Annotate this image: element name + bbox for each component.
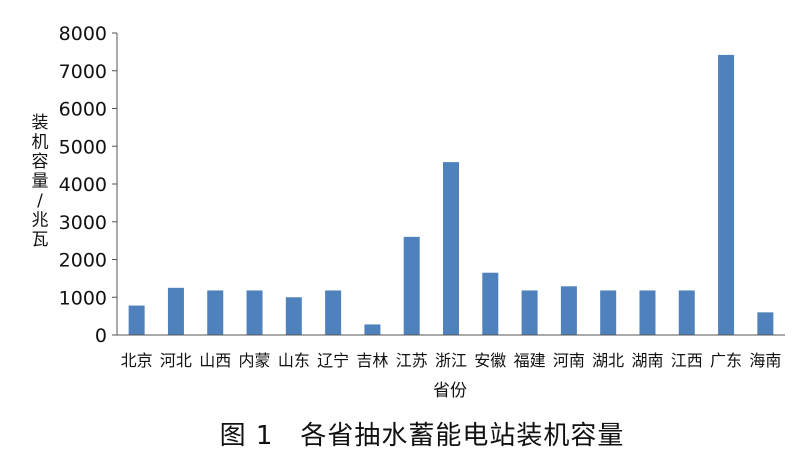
x-category-label: 安徽 bbox=[474, 351, 506, 370]
x-category-label: 广东 bbox=[710, 351, 742, 370]
bar-8 bbox=[403, 236, 420, 335]
y-tick-label: 3000 bbox=[59, 212, 107, 234]
bar-14 bbox=[639, 290, 656, 335]
y-tick-label: 5000 bbox=[59, 136, 107, 158]
bar-15 bbox=[678, 290, 695, 335]
bar-1 bbox=[128, 305, 145, 335]
x-category-label: 湖南 bbox=[631, 351, 663, 370]
x-category-label: 湖北 bbox=[592, 351, 624, 370]
y-tick-label: 2000 bbox=[59, 250, 107, 272]
x-category-label: 辽宁 bbox=[317, 351, 349, 370]
bar-11 bbox=[521, 290, 538, 335]
x-category-label: 内蒙 bbox=[239, 351, 271, 370]
y-tick-label: 7000 bbox=[59, 61, 107, 83]
bar-7 bbox=[364, 324, 381, 335]
y-tick-label: 8000 bbox=[59, 23, 107, 45]
x-category-label: 河南 bbox=[553, 351, 585, 370]
x-category-label: 江苏 bbox=[396, 351, 428, 370]
x-category-label: 海南 bbox=[749, 351, 781, 370]
bar-6 bbox=[325, 290, 342, 335]
x-category-label: 江西 bbox=[671, 351, 703, 370]
x-category-label: 福建 bbox=[514, 351, 546, 370]
x-category-label: 山西 bbox=[199, 351, 231, 370]
figure-caption: 图 1 各省抽水蓄能电站装机容量 bbox=[220, 421, 625, 451]
x-axis-labels: 北京 河北 山西 内蒙 山东 辽宁 吉林 江苏 浙江 安徽 福建 河南 湖北 湖南 江西 广东 海南 bbox=[121, 351, 782, 370]
bar-16 bbox=[718, 54, 735, 336]
x-category-label: 河北 bbox=[160, 351, 192, 370]
bar-2 bbox=[167, 287, 184, 335]
bars bbox=[128, 54, 774, 336]
x-axis-title: 省份 bbox=[433, 381, 467, 401]
bar-10 bbox=[482, 272, 499, 335]
bar-12 bbox=[560, 286, 577, 335]
bar-17 bbox=[757, 312, 774, 335]
y-tick-label: 0 bbox=[95, 325, 107, 347]
y-tick-label: 6000 bbox=[59, 99, 107, 121]
y-tick-label: 4000 bbox=[59, 174, 107, 196]
bar-5 bbox=[285, 297, 302, 335]
y-tick-label: 1000 bbox=[59, 287, 107, 309]
x-category-label: 浙江 bbox=[435, 351, 467, 370]
x-category-label: 北京 bbox=[121, 351, 153, 370]
x-category-label: 山东 bbox=[278, 351, 310, 370]
bar-3 bbox=[207, 290, 224, 335]
bar-4 bbox=[246, 290, 263, 335]
y-axis-ticks: 0 1000 2000 3000 4000 5000 6000 7000 8000 bbox=[59, 23, 117, 347]
x-category-label: 吉林 bbox=[356, 351, 388, 370]
y-axis-title: 装机容量/兆瓦 bbox=[32, 113, 49, 250]
bar-9 bbox=[443, 162, 459, 335]
bar-13 bbox=[600, 290, 617, 335]
